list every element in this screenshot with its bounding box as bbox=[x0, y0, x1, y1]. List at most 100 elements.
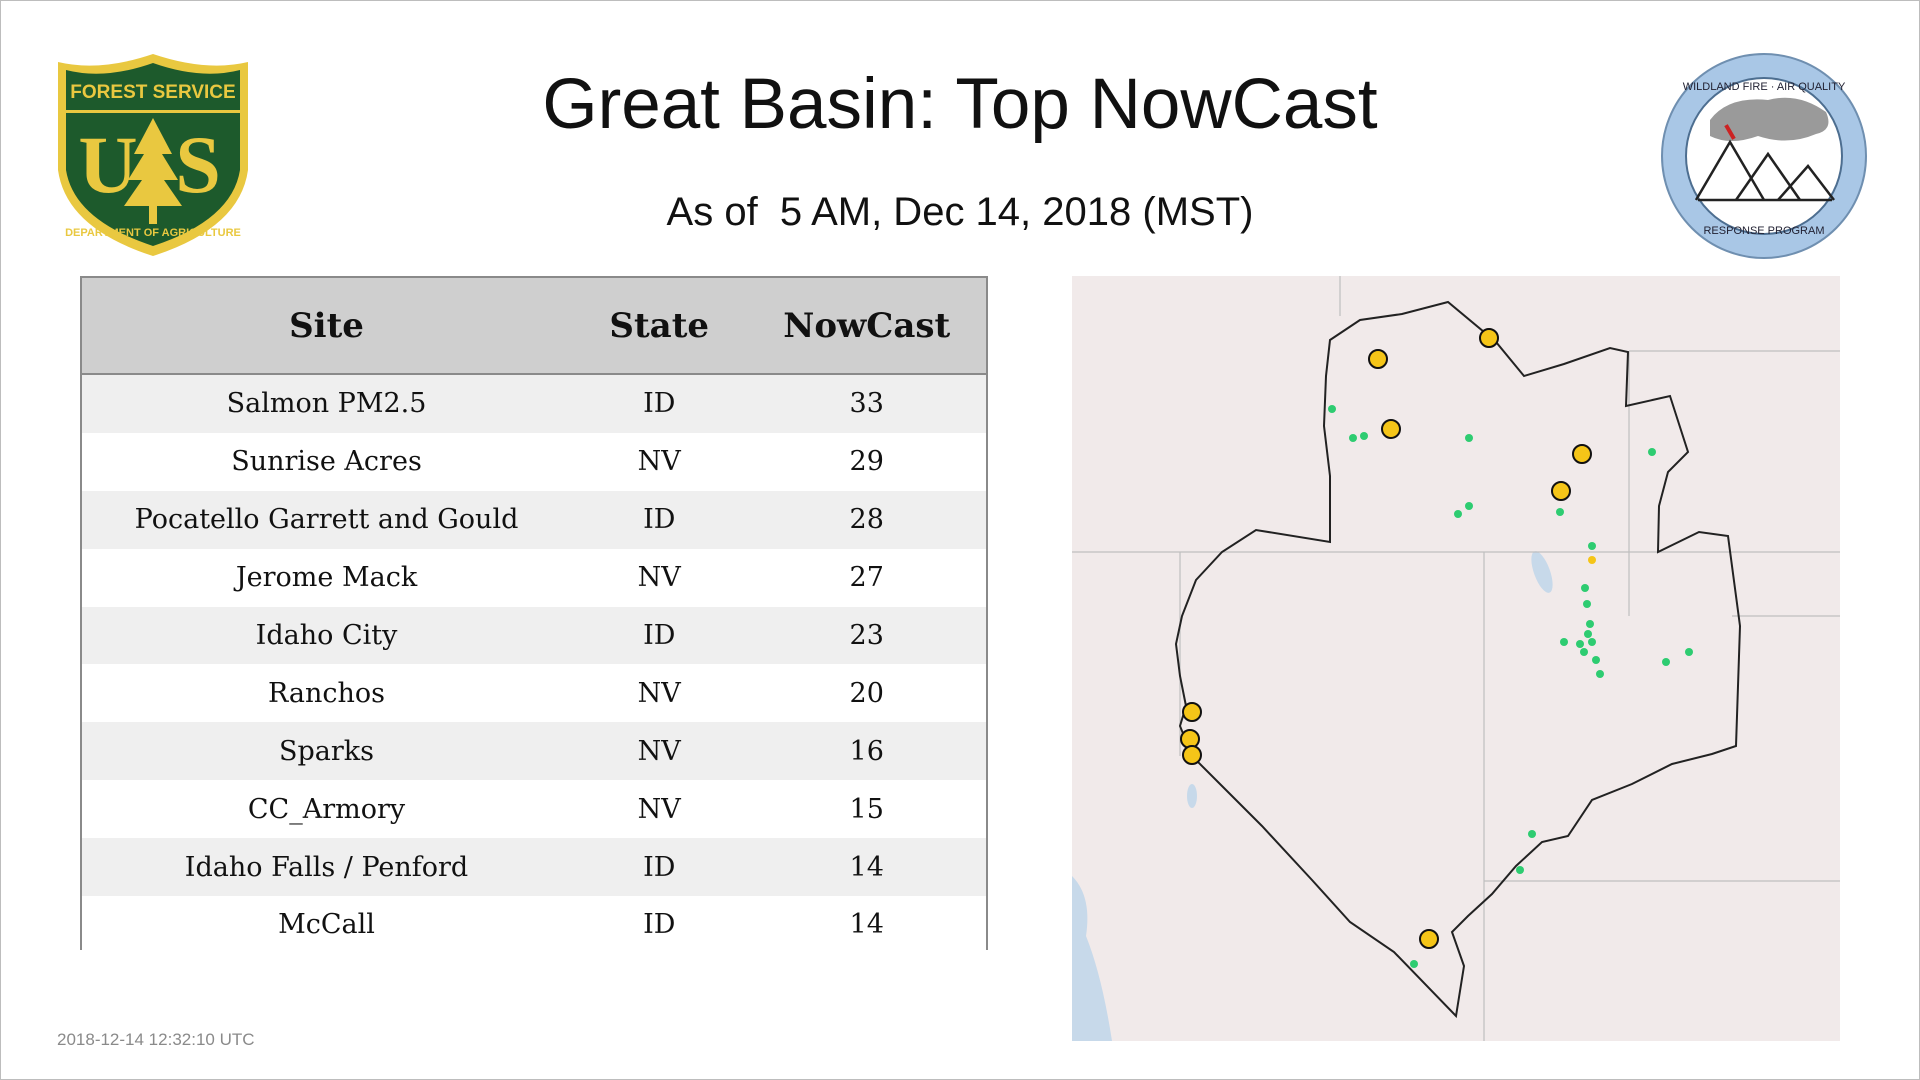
top-site-marker[interactable] bbox=[1381, 419, 1401, 439]
site-good-dot[interactable] bbox=[1584, 630, 1592, 638]
svg-text:S: S bbox=[175, 119, 221, 210]
great-basin-boundary bbox=[1174, 300, 1742, 1019]
table-row: Jerome Mack NV 27 bbox=[82, 548, 986, 607]
site-good-dot[interactable] bbox=[1592, 656, 1600, 664]
state-borders bbox=[1072, 276, 1840, 1041]
cell-nowcast: 27 bbox=[747, 548, 986, 607]
site-good-dot[interactable] bbox=[1328, 405, 1336, 413]
cell-state: NV bbox=[571, 664, 748, 723]
nowcast-table-container: Site State NowCast Salmon PM2.5 ID 33 Su… bbox=[80, 276, 988, 954]
site-good-dot[interactable] bbox=[1454, 510, 1462, 518]
cell-state: ID bbox=[571, 490, 748, 549]
cell-nowcast: 20 bbox=[747, 664, 986, 723]
cell-nowcast: 33 bbox=[747, 374, 986, 433]
table-row: Salmon PM2.5 ID 33 bbox=[82, 374, 986, 433]
svg-text:U: U bbox=[78, 119, 137, 210]
site-good-dot[interactable] bbox=[1528, 830, 1536, 838]
map-land-background bbox=[1072, 276, 1840, 1041]
program-logo-top-text: WILDLAND FIRE · AIR QUALITY bbox=[1683, 81, 1846, 93]
usfs-logo-bottom-text: DEPARTMENT OF AGRICULTURE bbox=[65, 227, 241, 239]
cell-state: ID bbox=[571, 606, 748, 665]
table-row: Ranchos NV 20 bbox=[82, 664, 986, 723]
nowcast-table: Site State NowCast Salmon PM2.5 ID 33 Su… bbox=[82, 278, 986, 954]
table-row: Sparks NV 16 bbox=[82, 722, 986, 781]
table-header-row: Site State NowCast bbox=[82, 278, 986, 375]
top-site-marker[interactable] bbox=[1182, 745, 1202, 765]
site-good-dot[interactable] bbox=[1465, 502, 1473, 510]
mountains-icon bbox=[1694, 139, 1835, 202]
column-header-nowcast: NowCast bbox=[747, 278, 986, 375]
page-subtitle: As of 5 AM, Dec 14, 2018 (MST) bbox=[666, 190, 1254, 234]
site-good-dot[interactable] bbox=[1586, 620, 1594, 628]
usfs-logo-top-text: FOREST SERVICE bbox=[70, 82, 235, 103]
cell-nowcast: 29 bbox=[747, 432, 986, 491]
site-good-dot[interactable] bbox=[1410, 960, 1418, 968]
cell-site: Sparks bbox=[82, 722, 572, 781]
top-site-marker[interactable] bbox=[1368, 349, 1388, 369]
table-row: McCall ID 14 bbox=[82, 896, 986, 954]
cell-state: ID bbox=[571, 374, 748, 433]
cell-nowcast: 14 bbox=[747, 838, 986, 897]
cell-site: Ranchos bbox=[82, 664, 572, 723]
site-good-dot[interactable] bbox=[1596, 670, 1604, 678]
table-row: Sunrise Acres NV 29 bbox=[82, 432, 986, 491]
ocean-area bbox=[1072, 876, 1112, 1041]
cell-state: ID bbox=[571, 838, 748, 897]
cell-state: NV bbox=[571, 548, 748, 607]
cell-state: ID bbox=[571, 896, 748, 954]
table-row: Pocatello Garrett and Gould ID 28 bbox=[82, 490, 986, 549]
site-good-dot[interactable] bbox=[1560, 638, 1568, 646]
cell-nowcast: 15 bbox=[747, 780, 986, 839]
site-good-dot[interactable] bbox=[1360, 432, 1368, 440]
cell-site: Idaho City bbox=[82, 606, 572, 665]
site-good-dot[interactable] bbox=[1581, 584, 1589, 592]
table-row: CC_Armory NV 15 bbox=[82, 780, 986, 839]
cell-site: Jerome Mack bbox=[82, 548, 572, 607]
site-good-dot[interactable] bbox=[1556, 508, 1564, 516]
cell-nowcast: 28 bbox=[747, 490, 986, 549]
usfs-shield-logo: FOREST SERVICE U S DEPARTMENT OF AGRICUL… bbox=[58, 54, 248, 256]
site-good-dot[interactable] bbox=[1349, 434, 1357, 442]
column-header-site: Site bbox=[82, 278, 572, 375]
page-title: Great Basin: Top NowCast bbox=[542, 65, 1378, 144]
site-good-dot[interactable] bbox=[1588, 638, 1596, 646]
cell-nowcast: 16 bbox=[747, 722, 986, 781]
cell-state: NV bbox=[571, 780, 748, 839]
site-good-dot[interactable] bbox=[1583, 600, 1591, 608]
generated-timestamp: 2018-12-14 12:32:10 UTC bbox=[57, 1030, 255, 1049]
cell-site: Idaho Falls / Penford bbox=[82, 838, 572, 897]
site-good-dot[interactable] bbox=[1685, 648, 1693, 656]
top-site-marker[interactable] bbox=[1479, 328, 1499, 348]
cell-site: McCall bbox=[82, 896, 572, 954]
wfaqrp-program-logo: WILDLAND FIRE · AIR QUALITY RESPONSE PRO… bbox=[1661, 53, 1867, 259]
cell-site: Sunrise Acres bbox=[82, 432, 572, 491]
top-site-marker[interactable] bbox=[1572, 444, 1592, 464]
top-site-marker[interactable] bbox=[1182, 702, 1202, 722]
cell-state: NV bbox=[571, 432, 748, 491]
table-row: Idaho City ID 23 bbox=[82, 606, 986, 665]
pine-tree-icon bbox=[124, 118, 182, 224]
site-markers bbox=[1180, 328, 1693, 968]
site-good-dot[interactable] bbox=[1465, 434, 1473, 442]
great-basin-map[interactable] bbox=[1072, 276, 1840, 1041]
lake bbox=[1187, 784, 1197, 808]
site-good-dot[interactable] bbox=[1580, 648, 1588, 656]
site-good-dot[interactable] bbox=[1648, 448, 1656, 456]
great-salt-lake bbox=[1531, 551, 1553, 593]
site-good-dot[interactable] bbox=[1576, 640, 1584, 648]
top-site-marker[interactable] bbox=[1419, 929, 1439, 949]
table-row: Idaho Falls / Penford ID 14 bbox=[82, 838, 986, 897]
cell-site: Pocatello Garrett and Gould bbox=[82, 490, 572, 549]
cell-state: NV bbox=[571, 722, 748, 781]
column-header-state: State bbox=[571, 278, 748, 375]
site-moderate-dot[interactable] bbox=[1588, 556, 1596, 564]
top-site-marker[interactable] bbox=[1551, 481, 1571, 501]
cell-site: Salmon PM2.5 bbox=[82, 374, 572, 433]
site-good-dot[interactable] bbox=[1516, 866, 1524, 874]
site-good-dot[interactable] bbox=[1662, 658, 1670, 666]
cell-nowcast: 23 bbox=[747, 606, 986, 665]
cell-nowcast: 14 bbox=[747, 896, 986, 954]
program-logo-bottom-text: RESPONSE PROGRAM bbox=[1703, 225, 1824, 237]
cell-site: CC_Armory bbox=[82, 780, 572, 839]
site-good-dot[interactable] bbox=[1588, 542, 1596, 550]
